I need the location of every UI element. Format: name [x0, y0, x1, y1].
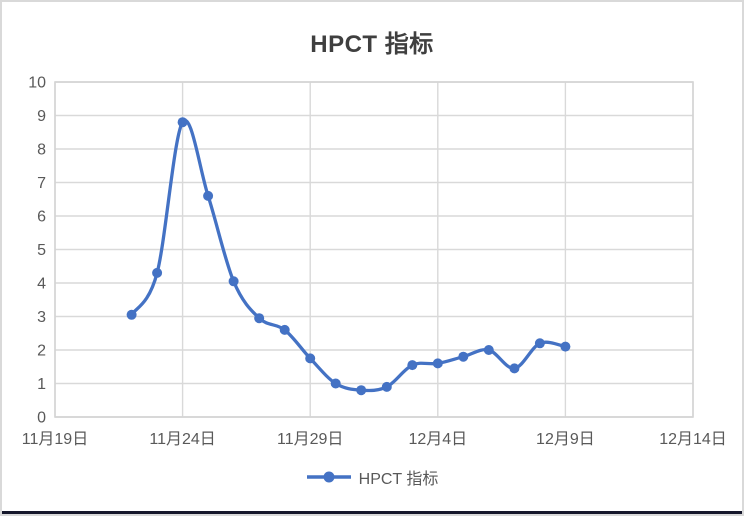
data-point-marker[interactable]: [458, 351, 469, 362]
data-point-marker[interactable]: [432, 358, 443, 369]
y-tick-label: 1: [37, 376, 46, 393]
y-tick-label: 8: [37, 142, 46, 159]
data-point-marker[interactable]: [203, 190, 214, 201]
x-tick-label: 12月4日: [408, 431, 467, 448]
window-bottom-edge-bar: [2, 511, 742, 514]
chart-legend[interactable]: HPCT 指标: [2, 465, 742, 489]
data-point-marker[interactable]: [126, 309, 137, 320]
data-point-marker[interactable]: [407, 360, 418, 371]
data-point-marker[interactable]: [279, 324, 290, 335]
x-tick-label: 12月9日: [536, 431, 595, 448]
y-tick-label: 6: [37, 209, 46, 226]
y-tick-label: 3: [37, 309, 46, 326]
x-tick-label: 11月29日: [277, 431, 343, 448]
data-point-marker[interactable]: [254, 313, 265, 324]
y-tick-label: 0: [37, 410, 46, 427]
x-tick-label: 12月14日: [659, 431, 727, 448]
x-tick-label: 11月19日: [22, 431, 88, 448]
y-tick-label: 7: [37, 175, 46, 192]
y-tick-label: 5: [37, 242, 46, 259]
line-chart-plot-area[interactable]: 0 1 2 3 4 5 6 7 8 9 10 11月19日 11月24日 11月29日 12月4日 12月9日…: [2, 2, 744, 460]
plot-border: [54, 81, 694, 418]
y-tick-label: 4: [37, 276, 46, 293]
y-tick-label: 10: [28, 75, 46, 92]
data-point-marker[interactable]: [177, 117, 188, 128]
data-point-marker[interactable]: [330, 378, 341, 389]
y-tick-label: 9: [37, 108, 46, 125]
data-point-marker[interactable]: [534, 338, 545, 349]
data-point-marker[interactable]: [381, 381, 392, 392]
y-tick-label: 2: [37, 343, 46, 360]
data-point-marker[interactable]: [560, 341, 571, 352]
data-point-marker[interactable]: [228, 276, 239, 287]
data-point-marker[interactable]: [483, 345, 494, 355]
chart-title: HPCT 指标: [310, 31, 434, 58]
legend-label: HPCT 指标: [358, 471, 439, 488]
data-point-marker[interactable]: [356, 385, 367, 396]
x-tick-label: 11月24日: [149, 431, 215, 448]
data-point-marker[interactable]: [152, 267, 163, 278]
data-point-marker[interactable]: [509, 363, 520, 374]
legend-line-marker-icon: [306, 471, 351, 483]
data-point-marker[interactable]: [305, 353, 316, 364]
